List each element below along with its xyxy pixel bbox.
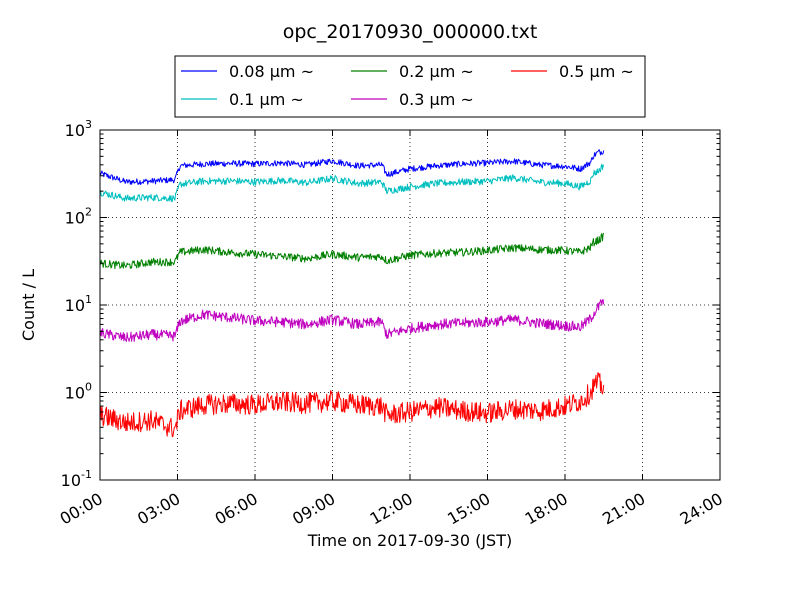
legend-label: 0.1 μm ~	[229, 90, 304, 109]
legend: 0.08 μm ~ 0.1 μm ~ 0.2 μm ~ 0.3 μm ~ 0.5 μm …	[174, 55, 646, 118]
legend-label: 0.5 μm ~	[559, 62, 634, 81]
y-tick-label: 102	[65, 206, 92, 228]
legend-label: 0.08 μm ~	[229, 62, 314, 81]
legend-label: 0.2 μm ~	[399, 62, 474, 81]
chart-title: opc_20170930_000000.txt	[283, 21, 538, 43]
series-line	[99, 372, 605, 438]
legend-label: 0.3 μm ~	[399, 90, 474, 109]
series-group	[99, 149, 605, 438]
plot-area: 00:00 03:00 06:00 09:00 12:00 15:00 18:00 21:00…	[57, 118, 726, 529]
series-line	[99, 149, 605, 185]
y-tick-label: 100	[65, 381, 92, 403]
y-axis-label: Count / L	[19, 269, 38, 341]
series-line	[99, 299, 605, 342]
y-tick-label: 101	[65, 293, 92, 315]
x-axis-label: Time on 2017-09-30 (JST)	[307, 531, 512, 550]
y-tick-label: 103	[65, 118, 92, 140]
grid	[100, 130, 720, 480]
y-tick-label: 10-1	[61, 468, 92, 490]
series-line	[99, 163, 605, 203]
series-line	[99, 232, 605, 270]
y-axis: 10-1 100 101 102 103	[61, 118, 720, 490]
legend-box	[174, 55, 646, 118]
